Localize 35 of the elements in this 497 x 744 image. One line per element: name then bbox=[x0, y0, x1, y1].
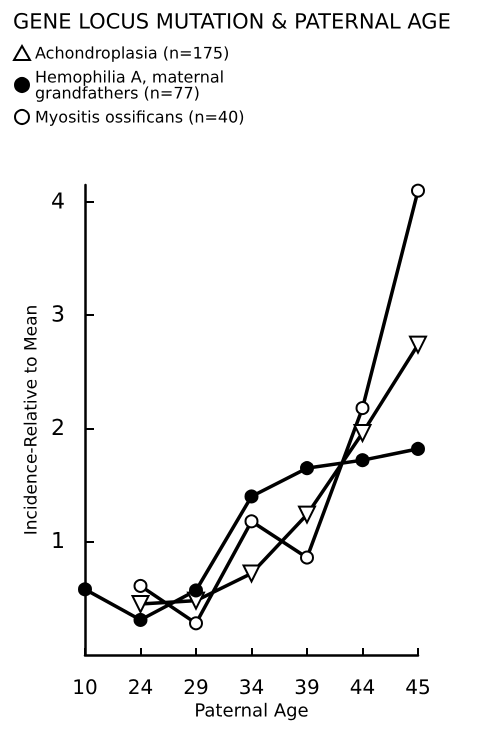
point bbox=[354, 424, 372, 442]
point bbox=[300, 550, 314, 565]
x-tick-label: 39 bbox=[294, 675, 320, 699]
x-axis-title: Paternal Age bbox=[194, 700, 309, 722]
chart-title: GENE LOCUS MUTATION & PATERNAL AGE bbox=[13, 10, 451, 34]
legend-label: Myositis ossificans (n=40) bbox=[35, 108, 245, 126]
y-tick-label: 2 bbox=[51, 416, 65, 441]
point bbox=[242, 564, 260, 582]
y-tick-label: 4 bbox=[51, 189, 65, 214]
point bbox=[298, 506, 316, 524]
x-tick-label: 29 bbox=[183, 675, 209, 699]
legend-label: Hemophilia A, maternal grandfathers (n=77) bbox=[35, 68, 224, 102]
x-tick-label: 45 bbox=[405, 675, 431, 699]
point bbox=[189, 583, 203, 598]
y-tick-label: 1 bbox=[51, 529, 65, 554]
x-tick-label: 44 bbox=[350, 675, 376, 699]
point bbox=[189, 616, 203, 630]
point bbox=[356, 453, 370, 468]
x-tick-label: 34 bbox=[238, 675, 264, 699]
point bbox=[409, 336, 427, 354]
point bbox=[300, 461, 314, 476]
x-tick-label: 24 bbox=[128, 675, 154, 699]
point bbox=[132, 595, 150, 614]
point bbox=[78, 582, 92, 596]
point bbox=[411, 184, 425, 198]
legend-label: Achondroplasia (n=175) bbox=[35, 44, 230, 62]
y-axis-title: Incidence-Relative to Mean bbox=[22, 304, 42, 536]
point bbox=[356, 401, 370, 416]
y-tick-label: 3 bbox=[51, 302, 65, 328]
point bbox=[244, 489, 258, 504]
point bbox=[244, 514, 258, 528]
point bbox=[411, 442, 425, 456]
point bbox=[134, 612, 148, 627]
x-tick-label: 10 bbox=[72, 675, 98, 699]
point bbox=[134, 578, 148, 593]
